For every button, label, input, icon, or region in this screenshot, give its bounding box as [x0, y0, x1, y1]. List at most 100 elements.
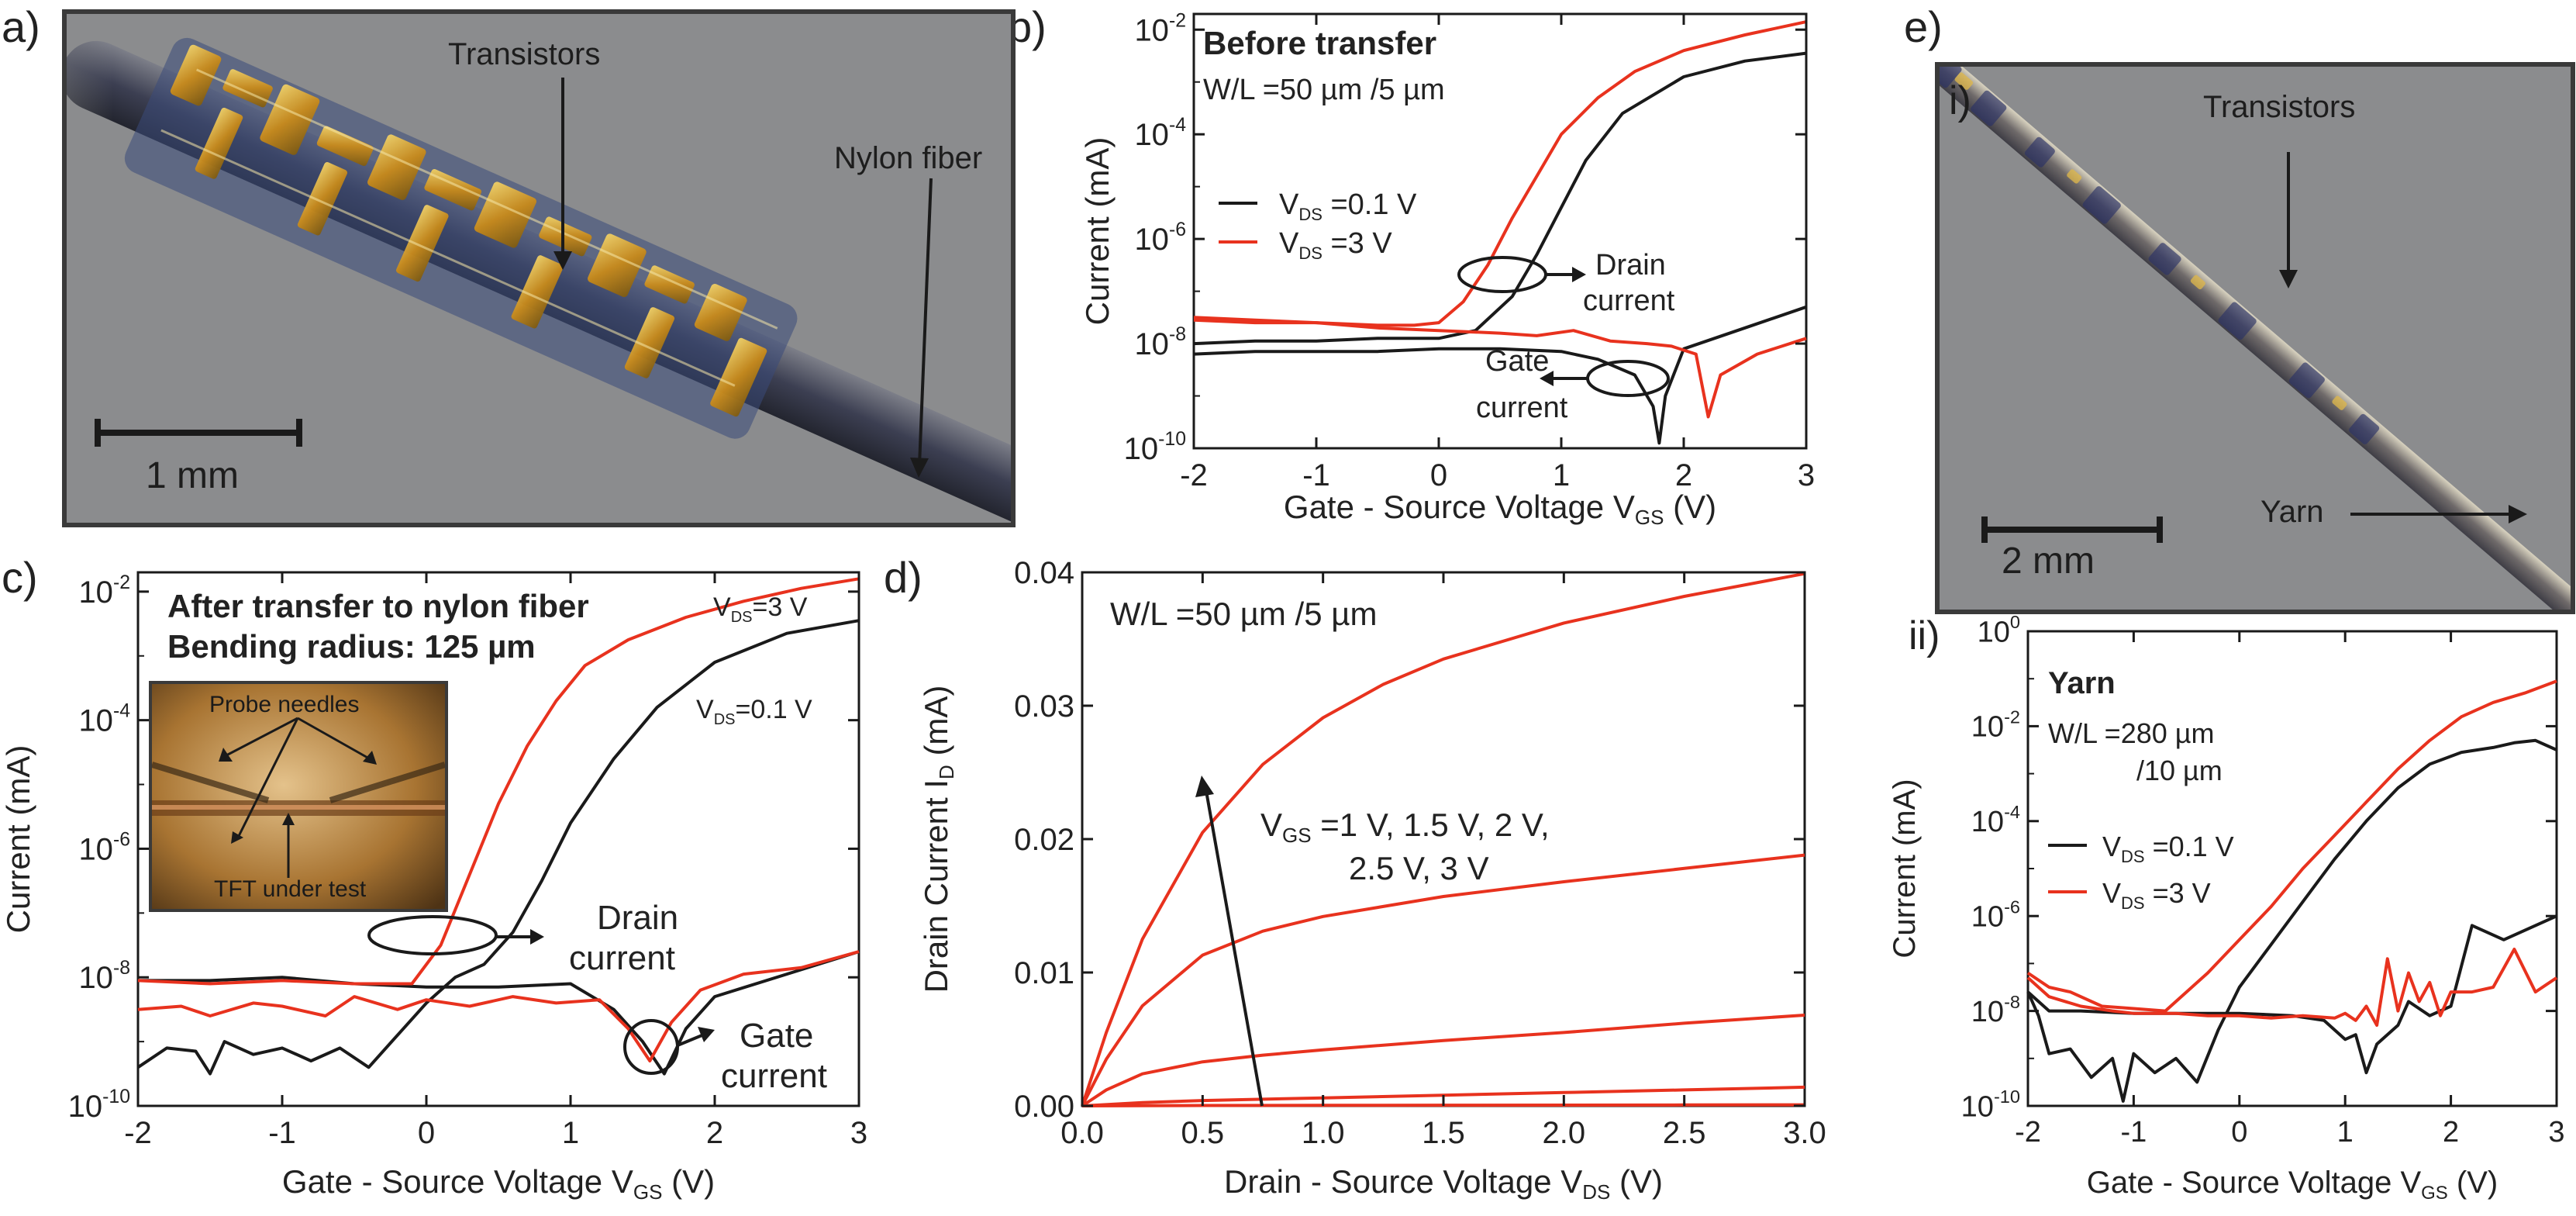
chart-b-xlabel: Gate - Source Voltage VGS (V)	[1284, 489, 1716, 529]
panel-letter-a: a)	[2, 2, 40, 51]
chart-e-ii-xtick-label-5: 3	[2548, 1116, 2564, 1149]
scale-bar-a	[95, 419, 302, 447]
chart-e-ii-xtick-label-0: -2	[2015, 1116, 2041, 1149]
chart-b-frame	[1192, 12, 1808, 450]
chart-d-ytick-label-1: 0.01	[1014, 956, 1074, 990]
chart-e-ii-ytick-label-0: 100	[1978, 612, 2020, 648]
inset-photo-probe: Probe needles TFT under test	[149, 681, 448, 912]
label-transistors-a: Transistors	[448, 37, 601, 71]
photo-a-overlay	[95, 78, 933, 478]
chart-e-ii-series	[2026, 679, 2558, 1103]
chart-e-ii-subtitle: W/L =280 µm	[2048, 717, 2215, 749]
fiber-body	[67, 37, 1011, 523]
chart-c-ticks: -2 -1 0 1 2 3 10-2 10-4 10-6 10-8 10-10	[68, 572, 867, 1150]
chart-e-ii-ylabel: Current (mA)	[1888, 779, 1922, 958]
chart-d-svg: 0.0 0.5 1.0 1.5 2.0 2.5 3.0 0.00 0.01 0.02 0.03 0.0…	[918, 556, 1826, 1204]
chart-c-curve-label-3v: VDS=3 V	[713, 592, 808, 626]
chart-b-legend: VDS =0.1 V VDS =3 V	[1219, 188, 1417, 263]
yarn-body	[1940, 67, 2571, 610]
chart-c-gate-label-1: Gate	[740, 1017, 813, 1055]
chart-b-drain-label-2: current	[1583, 285, 1675, 317]
chart-d-series-4	[1081, 572, 1805, 1107]
chart-b-gate-annotation: Gate current	[1476, 345, 1670, 424]
chart-e-ii-ytick-label-2: 10-4	[1971, 802, 2020, 838]
chart-c-drain-label-1: Drain	[597, 899, 678, 937]
chart-d-series-0	[1081, 1103, 1805, 1107]
chart-c-ytick-label-2: 10-6	[78, 829, 130, 866]
chart-e-ii-subtitle-2: /10 µm	[2136, 755, 2223, 786]
inset-label-tft: TFT under test	[214, 876, 367, 902]
chart-e-ii-svg: -2 -1 0 1 2 3 100 10-2 10-4 10-6 10-8 10-10 Yarn W/…	[1888, 612, 2565, 1204]
chart-b-ytick-label-4: 10-10	[1124, 429, 1186, 466]
chart-b-ytick-label-3: 10-8	[1134, 324, 1186, 361]
arrow-nylon-fiber-a	[910, 178, 933, 478]
chart-b-xtick-label-5: 3	[1798, 458, 1815, 492]
panel-letter-e: e)	[1904, 2, 1943, 51]
chart-e-ii-series-2	[2026, 679, 2557, 1013]
chart-c-svg: -2 -1 0 1 2 3 10-2 10-4 10-6 10-8 10-10 After tran…	[0, 571, 867, 1204]
chart-c-ytick-label-3: 10-8	[78, 958, 130, 995]
chart-d-ytick-label-2: 0.02	[1014, 823, 1074, 857]
chart-e-ii-ytick-label-3: 10-6	[1971, 896, 2020, 933]
chart-b-subtitle: W/L =50 µm /5 µm	[1203, 74, 1445, 106]
chart-b-drain-label-1: Drain	[1595, 249, 1666, 282]
chart-e-ii-ytick-label-1: 10-2	[1971, 707, 2020, 744]
photo-a-nylon-fiber-transistors: Transistors Nylon fiber 1 mm	[62, 9, 1016, 527]
chart-c-xtick-label-2: 0	[418, 1116, 435, 1150]
chart-c-series-2	[137, 577, 860, 986]
chart-d-xtick-label-5: 2.5	[1663, 1116, 1706, 1150]
chart-b-series-3	[1193, 316, 1807, 419]
chart-b-series-0	[1193, 51, 1807, 346]
chart-e-ii: -2 -1 0 1 2 3 100 10-2 10-4 10-6 10-8 10-10 Yarn W/…	[1888, 612, 2565, 1204]
chart-e-ii-series-0	[2026, 738, 2557, 1103]
chart-d-ytick-label-0: 0.00	[1014, 1090, 1074, 1124]
inset-label-probe-needles: Probe needles	[209, 692, 360, 717]
chart-c-xtick-label-3: 1	[562, 1116, 579, 1150]
chart-e-ii-legend-text-1: VDS =3 V	[2102, 877, 2211, 913]
chart-b-title: Before transfer	[1203, 25, 1436, 61]
chart-c-series-1	[138, 950, 860, 1076]
chart-d-xtick-label-1: 0.5	[1181, 1116, 1225, 1150]
chart-d-xlabel: Drain - Source Voltage VDS (V)	[1224, 1163, 1663, 1204]
chart-b-gate-label-2: current	[1476, 392, 1568, 424]
chart-c-ytick-label-1: 10-4	[78, 701, 130, 738]
chart-b-legend-text-0: VDS =0.1 V	[1279, 188, 1417, 224]
chart-e-ii-frame	[2026, 630, 2558, 1107]
chart-b-legend-text-1: VDS =3 V	[1279, 227, 1392, 263]
chart-c-title: After transfer to nylon fiber	[167, 588, 589, 624]
chart-b-xtick-label-0: -2	[1180, 458, 1208, 492]
chart-e-ii-xtick-label-2: 0	[2231, 1116, 2247, 1149]
chart-d-ylabel: Drain Current ID (mA)	[918, 686, 958, 993]
chart-d-series-3	[1081, 853, 1805, 1107]
chart-d: 0.0 0.5 1.0 1.5 2.0 2.5 3.0 0.00 0.01 0.02 0.03 0.0…	[918, 556, 1826, 1204]
label-nylon-fiber: Nylon fiber	[834, 141, 983, 175]
chart-d-vgs-label-2: 2.5 V, 3 V	[1349, 850, 1489, 886]
chart-b-xtick-label-3: 1	[1553, 458, 1570, 492]
arrow-yarn	[2350, 505, 2527, 523]
chart-e-ii-xtick-label-1: -1	[2121, 1116, 2147, 1149]
panel-letter-d: d)	[884, 553, 922, 602]
chart-c-ytick-label-4: 10-10	[68, 1086, 130, 1124]
chart-b-svg: -2 -1 0 1 2 3 10-2 10-4 10-6 10-8 10-10 Before tra…	[1079, 10, 1815, 529]
chart-d-series-2	[1081, 1014, 1805, 1107]
chart-e-ii-ticks: -2 -1 0 1 2 3 100 10-2 10-4 10-6 10-8 10-10	[1961, 612, 2565, 1149]
chart-d-xtick-label-4: 2.0	[1543, 1116, 1586, 1150]
chart-e-ii-xtick-label-4: 2	[2443, 1116, 2459, 1149]
scale-bar-e	[1981, 516, 2163, 543]
chart-c-frame	[136, 571, 860, 1107]
chart-d-xtick-label-3: 1.5	[1422, 1116, 1465, 1150]
chart-e-ii-series-3	[2026, 948, 2558, 1027]
chart-c-subtitle: Bending radius: 125 µm	[167, 628, 536, 665]
chart-c-xtick-label-1: -1	[268, 1116, 296, 1150]
photo-e-yarn-transistors: i) Transistors Yarn 2 mm	[1935, 62, 2575, 614]
chart-b-xtick-label-1: -1	[1302, 458, 1330, 492]
chart-c-drain-label-2: current	[569, 939, 675, 977]
chart-e-ii-xlabel: Gate - Source Voltage VGS (V)	[2087, 1166, 2498, 1204]
chart-e-ii-ytick-label-4: 10-8	[1971, 992, 2020, 1028]
chart-c-xtick-label-0: -2	[124, 1116, 152, 1150]
chart-e-ii-title: Yarn	[2048, 666, 2116, 700]
scale-bar-label-a: 1 mm	[146, 455, 239, 496]
photo-e-drawing	[1940, 67, 2571, 610]
chart-b-series	[1193, 20, 1807, 445]
chart-c-xtick-label-4: 2	[706, 1116, 723, 1150]
